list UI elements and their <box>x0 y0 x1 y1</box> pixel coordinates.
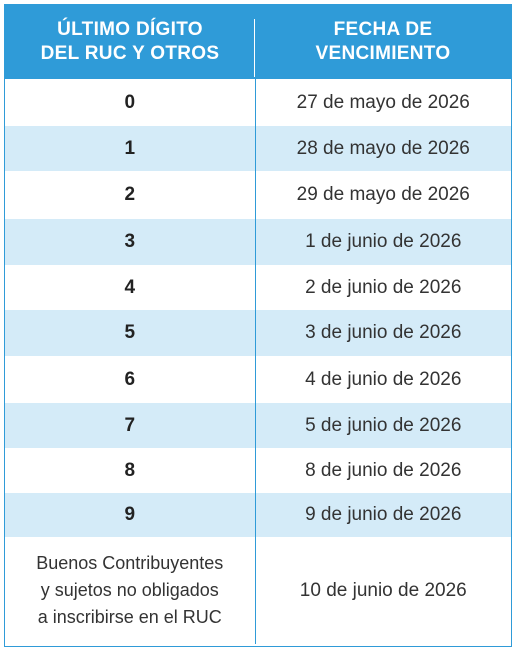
table-row: 4 2 de junio de 2026 <box>5 265 511 310</box>
schedule-table-container: ÚLTIMO DÍGITO DEL RUC Y OTROS FECHA DE V… <box>4 4 512 647</box>
table-row-good-taxpayers: Buenos Contribuyentes y sujetos no oblig… <box>5 537 511 644</box>
table-row: 1 28 de mayo de 2026 <box>5 126 511 171</box>
date-cell: 3 de junio de 2026 <box>255 310 511 356</box>
header-due-date: FECHA DE VENCIMIENTO <box>255 5 511 79</box>
date-cell: 1 de junio de 2026 <box>255 219 511 265</box>
header-last-digit: ÚLTIMO DÍGITO DEL RUC Y OTROS <box>5 5 255 79</box>
date-cell: 27 de mayo de 2026 <box>296 91 470 113</box>
digit-cell: 3 <box>5 219 256 265</box>
date-cell: 28 de mayo de 2026 <box>255 126 511 171</box>
date-cell: 2 de junio de 2026 <box>305 276 462 298</box>
date-cell: 8 de junio de 2026 <box>305 459 462 481</box>
table-row: 9 9 de junio de 2026 <box>5 493 511 537</box>
table-body: 0 27 de mayo de 2026 1 28 de mayo de 202… <box>5 79 511 644</box>
table-row: 6 4 de junio de 2026 <box>5 356 511 403</box>
date-cell: 5 de junio de 2026 <box>255 403 511 448</box>
table-row: 5 3 de junio de 2026 <box>5 310 511 356</box>
digit-cell: 0 <box>5 79 256 126</box>
good-taxpayers-line2: y sujetos no obligados <box>40 580 219 600</box>
digit-cell: 7 <box>5 403 256 448</box>
table-row: 2 29 de mayo de 2026 <box>5 171 511 219</box>
digit-cell: 8 <box>5 448 256 493</box>
header-last-digit-line1: ÚLTIMO DÍGITO <box>57 19 203 40</box>
good-taxpayers-line1: Buenos Contribuyentes <box>36 553 224 573</box>
good-taxpayers-label-cell: Buenos Contribuyentes y sujetos no oblig… <box>5 537 256 644</box>
due-dates-table: ÚLTIMO DÍGITO DEL RUC Y OTROS FECHA DE V… <box>5 5 511 644</box>
date-cell: 4 de junio de 2026 <box>305 368 462 390</box>
header-row: ÚLTIMO DÍGITO DEL RUC Y OTROS FECHA DE V… <box>5 5 511 79</box>
digit-cell: 4 <box>5 265 256 310</box>
digit-cell: 2 <box>5 171 256 219</box>
header-last-digit-line2: DEL RUC Y OTROS <box>40 43 220 64</box>
date-cell: 29 de mayo de 2026 <box>296 184 470 205</box>
good-taxpayers-line3: a inscribirse en el RUC <box>37 607 222 627</box>
table-row: 8 8 de junio de 2026 <box>5 448 511 493</box>
digit-cell: 9 <box>5 493 256 537</box>
table-header: ÚLTIMO DÍGITO DEL RUC Y OTROS FECHA DE V… <box>5 5 511 79</box>
digit-cell: 6 <box>5 356 256 403</box>
header-due-date-line1: FECHA DE <box>333 19 433 40</box>
date-cell: 9 de junio de 2026 <box>255 493 511 537</box>
date-cell: 10 de junio de 2026 <box>299 579 467 601</box>
digit-cell: 1 <box>5 126 256 171</box>
header-due-date-line2: VENCIMIENTO <box>315 43 451 64</box>
digit-cell: 5 <box>5 310 256 356</box>
table-row: 7 5 de junio de 2026 <box>5 403 511 448</box>
table-row: 0 27 de mayo de 2026 <box>5 79 511 126</box>
table-row: 3 1 de junio de 2026 <box>5 219 511 265</box>
